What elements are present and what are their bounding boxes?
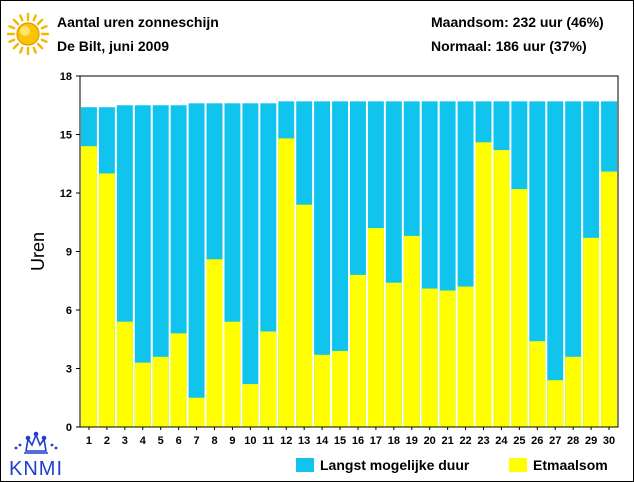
- x-tick-label: 17: [370, 435, 382, 447]
- x-tick-label: 18: [388, 435, 400, 447]
- bar-actual: [439, 290, 456, 427]
- legend-swatch-actual: [509, 458, 527, 472]
- x-tick-label: 23: [477, 435, 489, 447]
- x-tick-label: 7: [194, 435, 200, 447]
- bar-actual: [152, 356, 169, 427]
- y-tick-label: 18: [60, 71, 72, 83]
- bar-actual: [583, 237, 600, 427]
- x-tick-label: 9: [229, 435, 235, 447]
- bar-actual: [403, 235, 420, 427]
- x-tick-label: 29: [585, 435, 597, 447]
- x-tick-label: 14: [316, 435, 329, 447]
- bar-actual: [475, 142, 492, 428]
- bar-actual: [116, 321, 133, 427]
- bar-actual: [296, 204, 313, 427]
- y-tick-label: 9: [66, 247, 72, 259]
- x-tick-label: 11: [262, 435, 274, 447]
- bar-actual: [134, 362, 151, 427]
- bar-actual: [493, 150, 510, 427]
- bar-actual: [547, 380, 564, 427]
- x-tick-label: 24: [495, 435, 508, 447]
- x-tick-label: 26: [531, 435, 543, 447]
- bar-possible: [134, 105, 151, 427]
- x-tick-label: 27: [549, 435, 561, 447]
- x-tick-label: 19: [406, 435, 418, 447]
- bar-possible: [188, 103, 205, 428]
- bar-actual: [242, 384, 259, 427]
- bar-actual: [188, 397, 205, 427]
- legend-label-actual: Etmaalsom: [533, 457, 608, 473]
- bar-actual: [98, 173, 115, 427]
- x-tick-label: 10: [244, 435, 256, 447]
- y-tick-label: 12: [60, 188, 72, 200]
- legend-swatch-possible: [296, 458, 314, 472]
- bar-actual: [457, 286, 474, 427]
- bar-actual: [350, 274, 366, 427]
- bar-actual: [260, 331, 277, 427]
- x-tick-label: 3: [122, 435, 128, 447]
- y-tick-label: 6: [66, 305, 72, 317]
- bar-actual: [81, 146, 97, 427]
- bar-actual: [170, 333, 187, 427]
- bar-actual: [224, 321, 241, 427]
- x-tick-label: 28: [567, 435, 579, 447]
- knmi-crown-logo: KNMI: [9, 431, 63, 479]
- bar-possible: [332, 101, 348, 427]
- knmi-logo-text: KNMI: [9, 458, 63, 479]
- x-tick-label: 2: [104, 435, 110, 447]
- y-tick-label: 15: [60, 130, 72, 142]
- x-tick-label: 20: [424, 435, 436, 447]
- x-tick-label: 30: [603, 435, 615, 447]
- x-tick-label: 6: [176, 435, 182, 447]
- sun-icon: [6, 12, 50, 56]
- bar-actual: [601, 171, 617, 427]
- chart-title: Aantal uren zonneschijn: [57, 14, 219, 30]
- bar-possible: [152, 105, 169, 427]
- legend-label-possible: Langst mogelijke duur: [320, 457, 470, 473]
- x-tick-label: 21: [442, 435, 454, 447]
- bar-actual: [206, 259, 223, 427]
- x-tick-label: 13: [298, 435, 310, 447]
- bar-actual: [314, 354, 331, 427]
- bar-possible: [314, 101, 331, 427]
- x-tick-label: 22: [459, 435, 471, 447]
- bar-actual: [367, 228, 384, 427]
- x-tick-label: 12: [280, 435, 292, 447]
- y-tick-label: 3: [66, 364, 72, 376]
- y-tick-label: 0: [66, 422, 72, 434]
- chart-subtitle: De Bilt, juni 2009: [57, 38, 170, 54]
- x-tick-label: 25: [513, 435, 525, 447]
- x-tick-label: 1: [86, 435, 92, 447]
- bar-possible: [565, 101, 582, 427]
- bar-actual: [421, 288, 438, 427]
- x-tick-label: 16: [352, 435, 364, 447]
- x-tick-label: 15: [334, 435, 346, 447]
- bar-actual: [278, 138, 295, 427]
- normal-stat: Normaal: 186 uur (37%): [431, 38, 587, 54]
- x-tick-label: 5: [158, 435, 164, 447]
- bar-actual: [565, 356, 582, 427]
- x-tick-label: 8: [211, 435, 217, 447]
- bar-actual: [529, 341, 546, 427]
- bar-possible: [242, 103, 259, 428]
- y-axis-label: Uren: [28, 232, 48, 271]
- x-tick-label: 4: [140, 435, 147, 447]
- bar-possible: [547, 101, 564, 427]
- bar-actual: [511, 189, 528, 427]
- month-total-stat: Maandsom: 232 uur (46%): [431, 14, 604, 30]
- bar-actual: [332, 350, 348, 427]
- plot-area: [79, 75, 619, 428]
- bar-actual: [385, 282, 402, 427]
